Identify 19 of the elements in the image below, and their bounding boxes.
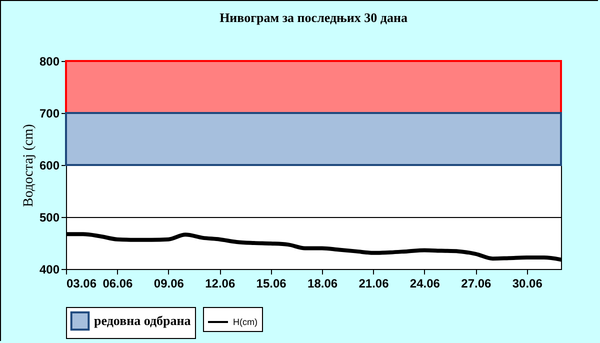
x-tick-label: 27.06 (461, 276, 492, 290)
x-tick-label: 03.06 (66, 276, 97, 290)
y-axis-title: Водостај (cm) (21, 124, 36, 207)
x-tick-label: 18.06 (308, 276, 338, 290)
x-tick-label: 09.06 (154, 276, 184, 290)
y-tick-label: 500 (39, 210, 60, 224)
legend-label: редовна одбрана (94, 313, 192, 328)
x-tick-label: 24.06 (410, 276, 440, 290)
x-tick-label: 30.06 (512, 276, 543, 290)
y-tick-label: 400 (39, 262, 60, 276)
x-tick-label: 12.06 (205, 276, 236, 290)
y-tick-label: 600 (39, 158, 60, 172)
x-tick-label: 21.06 (358, 276, 390, 290)
x-tick-label: 15.06 (256, 276, 287, 290)
y-tick-label: 800 (39, 54, 60, 68)
legend-label: H(cm) (233, 317, 258, 327)
chart-title: Нивограм за последњих 30 дана (220, 10, 408, 25)
y-tick-label: 700 (39, 106, 60, 120)
x-tick-label: 06.06 (102, 276, 134, 290)
